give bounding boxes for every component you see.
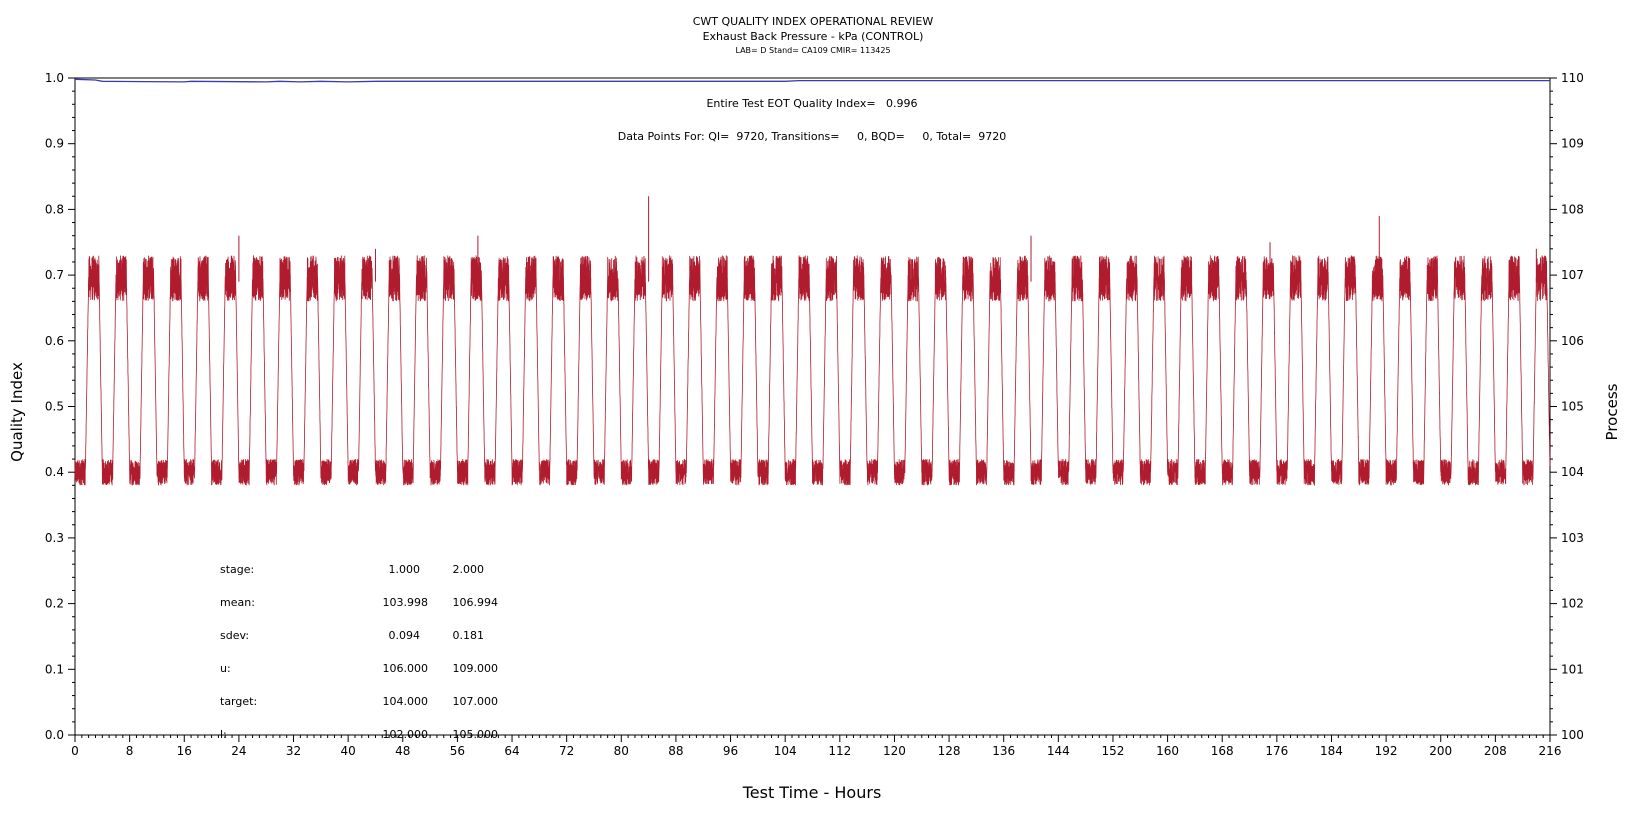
x-tick-label: 8 [126, 744, 134, 758]
data-layer [74, 78, 1551, 487]
y-left-tick-label: 0.9 [45, 137, 64, 151]
y-right-tick-label: 102 [1561, 597, 1584, 611]
x-tick-label: 64 [504, 744, 519, 758]
x-tick-label: 88 [668, 744, 683, 758]
x-tick-label: 152 [1102, 744, 1125, 758]
y-left-tick-label: 0.3 [45, 531, 64, 545]
x-tick-label: 192 [1375, 744, 1398, 758]
stats-value-2: 106.994 [453, 596, 499, 609]
x-tick-label: 104 [774, 744, 797, 758]
y-left-tick-label: 0.8 [45, 202, 64, 216]
process-series-line [74, 255, 1551, 487]
stats-value-1: 0.094 [389, 629, 421, 642]
x-tick-label: 160 [1156, 744, 1179, 758]
y-right-tick-label: 104 [1561, 465, 1584, 479]
data-points-text: Data Points For: QI= 9720, Transitions= … [618, 130, 1006, 143]
stats-label: mean: [220, 596, 255, 609]
stats-label: sdev: [220, 629, 249, 642]
x-tick-label: 168 [1211, 744, 1234, 758]
chart-subtitle: Exhaust Back Pressure - kPa (CONTROL) [703, 30, 924, 43]
y-right-tick-label: 110 [1561, 71, 1584, 85]
y-left-tick-label: 0.6 [45, 334, 64, 348]
plot-frame [74, 77, 1551, 736]
x-tick-label: 208 [1484, 744, 1507, 758]
x-tick-label: 96 [723, 744, 738, 758]
y-right-tick-label: 108 [1561, 202, 1584, 216]
y-axis-label-right: Process [1603, 383, 1621, 440]
tick-layer: 0 8 16 24 32 40 48 56 64 72 80 88 96 104 112 120 128 136 1… [45, 71, 1584, 758]
x-tick-label: 0 [71, 744, 79, 758]
stats-value-2: 0.181 [453, 629, 485, 642]
stats-value-1: 102.000 [383, 728, 429, 741]
y-left-tick-label: 0.1 [45, 662, 64, 676]
y-left-tick-label: 0.0 [45, 728, 64, 742]
quality-index-line [74, 78, 1550, 83]
eot-quality-index-text: Entire Test EOT Quality Index= 0.996 [706, 97, 917, 110]
stats-value-1: 104.000 [383, 695, 429, 708]
stats-label: target: [220, 695, 257, 708]
x-tick-label: 72 [559, 744, 574, 758]
stats-value-2: 107.000 [453, 695, 499, 708]
stats-value-2: 105.000 [453, 728, 499, 741]
x-tick-label: 48 [395, 744, 410, 758]
stats-value-1: 1.000 [389, 563, 421, 576]
y-left-tick-label: 0.5 [45, 400, 64, 414]
x-axis-label: Test Time - Hours [742, 783, 882, 802]
x-tick-label: 176 [1265, 744, 1288, 758]
x-tick-label: 24 [231, 744, 246, 758]
x-tick-label: 184 [1320, 744, 1343, 758]
x-tick-label: 112 [828, 744, 851, 758]
chart-title: CWT QUALITY INDEX OPERATIONAL REVIEW [693, 15, 934, 28]
stats-label: u: [220, 662, 231, 675]
stats-value-1: 103.998 [383, 596, 429, 609]
x-tick-label: 32 [286, 744, 301, 758]
y-right-tick-label: 103 [1561, 531, 1584, 545]
x-tick-label: 128 [938, 744, 961, 758]
x-tick-label: 200 [1429, 744, 1452, 758]
y-left-tick-label: 0.4 [45, 465, 64, 479]
stats-value-2: 109.000 [453, 662, 499, 675]
x-tick-label: 136 [992, 744, 1015, 758]
y-left-tick-label: 1.0 [45, 71, 64, 85]
x-tick-label: 120 [883, 744, 906, 758]
y-right-tick-label: 109 [1561, 137, 1584, 151]
x-tick-label: 56 [450, 744, 465, 758]
y-right-tick-label: 105 [1561, 400, 1584, 414]
x-tick-label: 144 [1047, 744, 1070, 758]
stats-label: l: [220, 728, 227, 741]
y-left-tick-label: 0.2 [45, 597, 64, 611]
y-right-tick-label: 101 [1561, 662, 1584, 676]
chart-info: LAB= D Stand= CA109 CMIR= 113425 [735, 46, 890, 55]
x-tick-label: 16 [177, 744, 192, 758]
x-tick-label: 80 [614, 744, 629, 758]
stats-label: stage: [220, 563, 254, 576]
y-axis-label-left: Quality Index [8, 362, 26, 462]
y-left-tick-label: 0.7 [45, 268, 64, 282]
y-right-tick-label: 106 [1561, 334, 1584, 348]
stats-table: stage: 1.000 2.000 mean: 103.998 106.994… [220, 563, 498, 741]
x-tick-label: 216 [1539, 744, 1562, 758]
stats-value-2: 2.000 [453, 563, 485, 576]
y-right-tick-label: 107 [1561, 268, 1584, 282]
x-tick-label: 40 [341, 744, 356, 758]
y-right-tick-label: 100 [1561, 728, 1584, 742]
stats-value-1: 106.000 [383, 662, 429, 675]
